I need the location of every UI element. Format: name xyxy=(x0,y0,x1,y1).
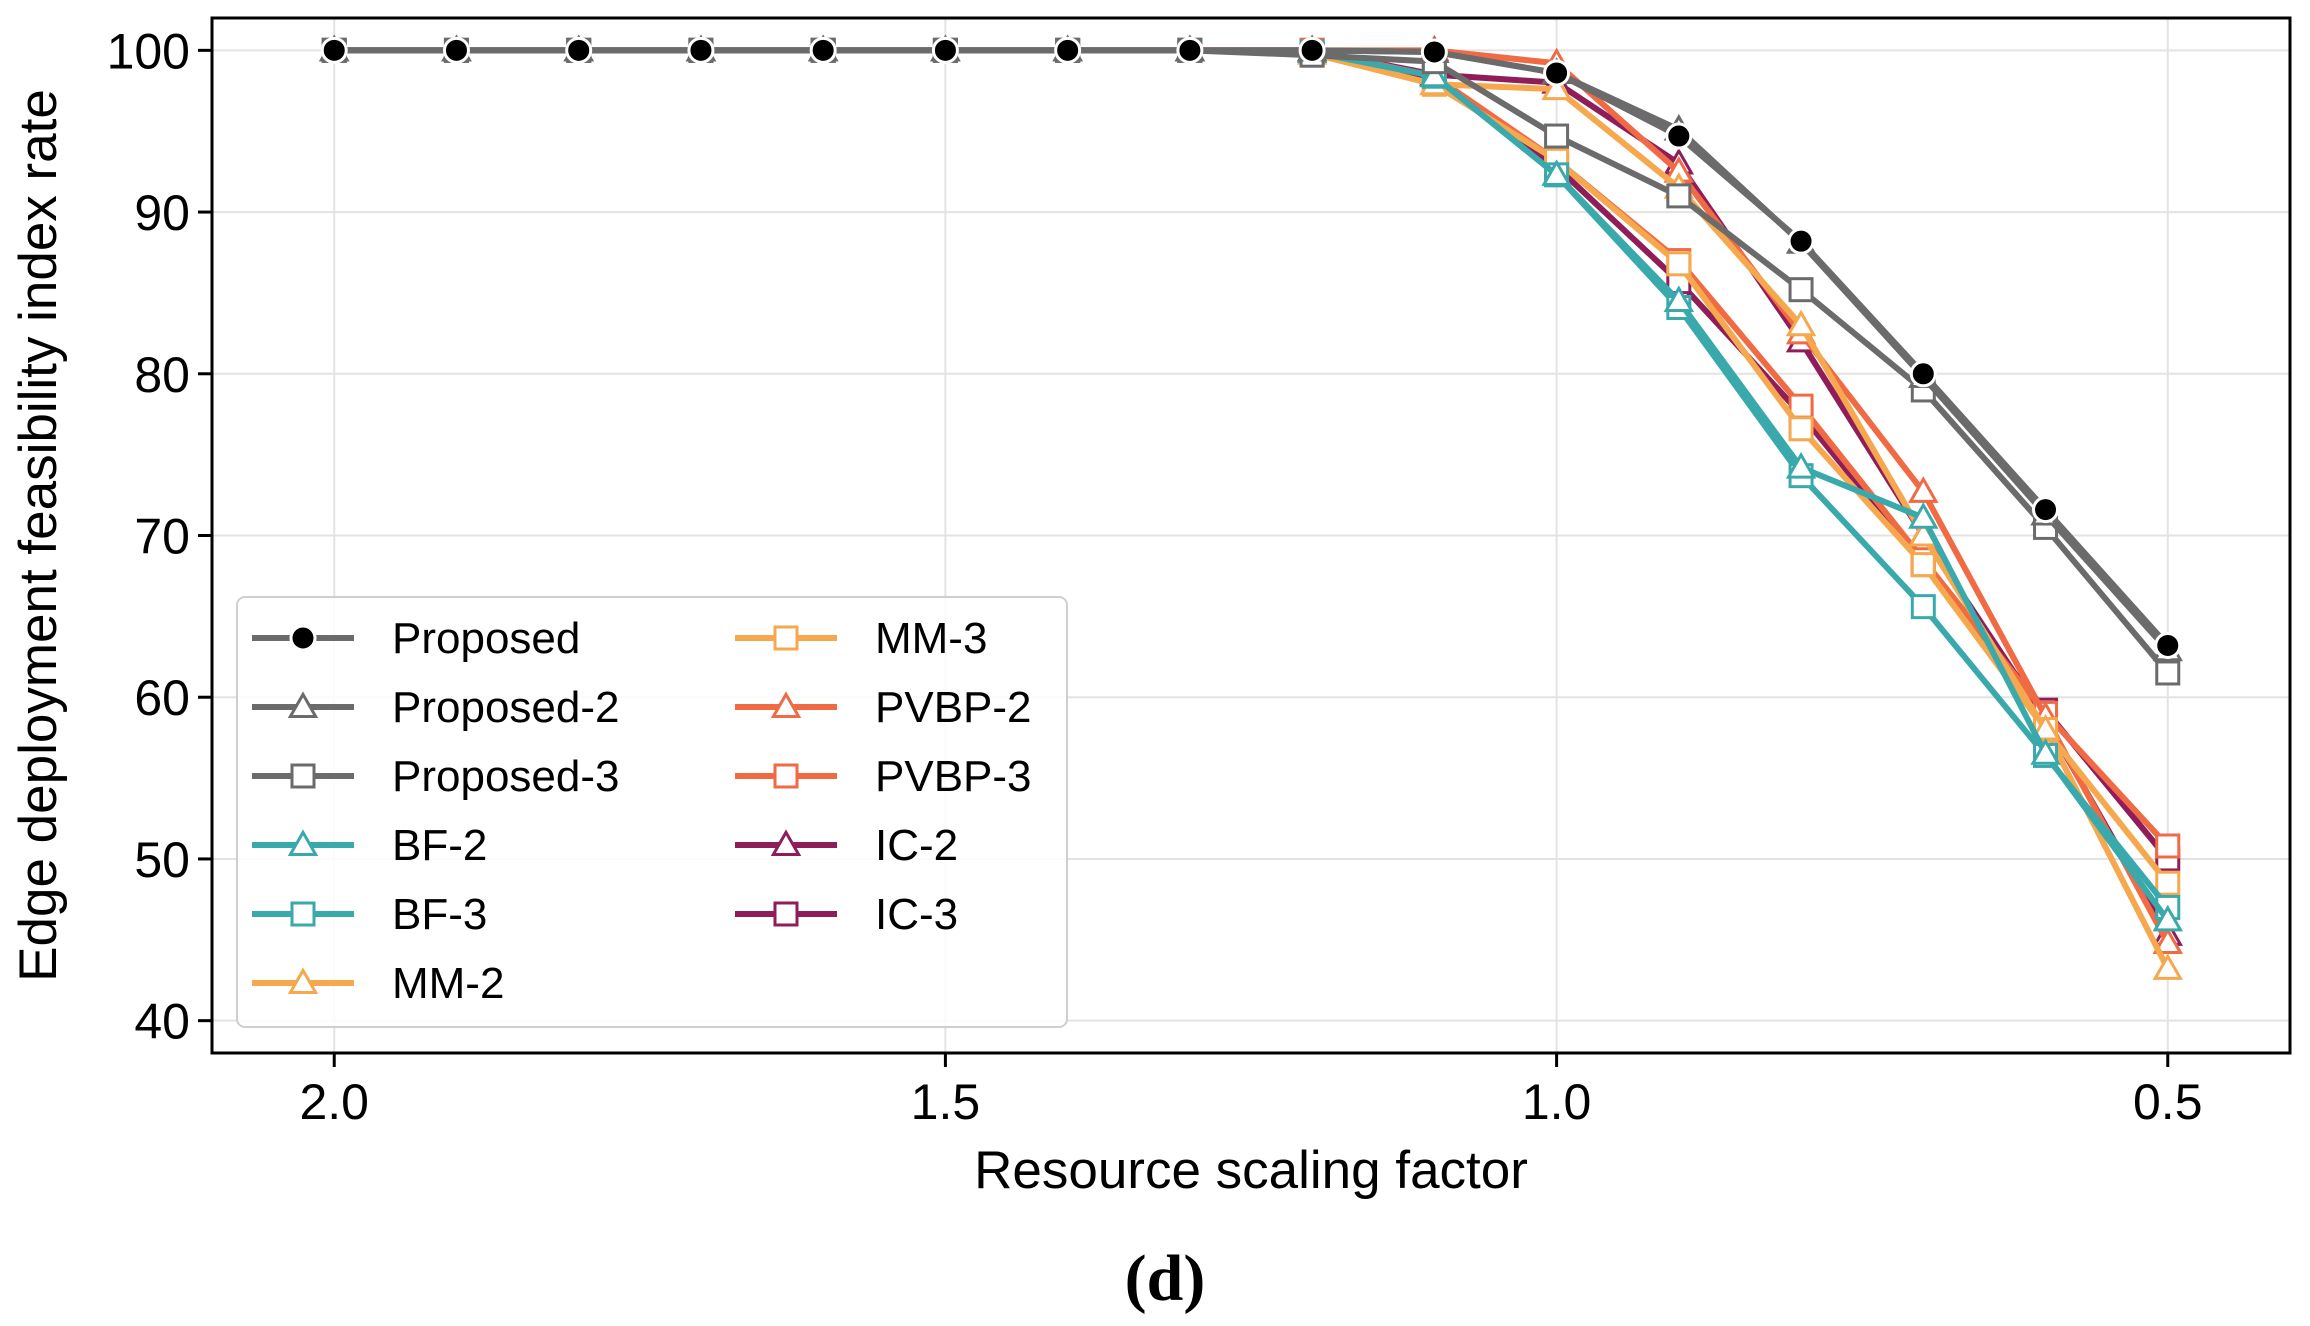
data-point-mm-2 xyxy=(1785,309,1817,337)
data-point-proposed xyxy=(2032,496,2060,524)
data-point-proposed-3 xyxy=(1788,277,1814,303)
series-proposed-3 xyxy=(321,37,2181,686)
data-point-bf-2 xyxy=(2152,904,2183,932)
legend-entry-bf-2: BF-2 xyxy=(252,821,487,870)
legend-box xyxy=(236,596,1068,1028)
data-point-bf-2 xyxy=(2030,738,2061,765)
data-point-proposed xyxy=(1176,36,1204,64)
legend-marker xyxy=(287,829,319,856)
x-tick-label: 1.5 xyxy=(911,1074,981,1130)
legend-marker xyxy=(770,829,802,856)
legend-label: MM-3 xyxy=(875,614,987,663)
data-point-proposed-3 xyxy=(1544,123,1570,149)
legend-marker xyxy=(287,967,319,994)
data-point-proposed xyxy=(2154,631,2182,659)
legend-entry-bf-3: BF-3 xyxy=(252,890,487,939)
data-point-bf-2 xyxy=(1419,60,1450,88)
data-point-mm-3 xyxy=(1788,416,1814,442)
y-tick-label: 90 xyxy=(134,185,190,241)
legend-label: BF-2 xyxy=(392,821,487,870)
legend-label: Proposed-2 xyxy=(392,683,619,732)
data-point-mm-3 xyxy=(1910,552,1936,578)
series-proposed xyxy=(320,36,2182,659)
data-point-proposed xyxy=(1543,59,1571,87)
data-point-bf-2 xyxy=(1541,159,1572,186)
legend-marker xyxy=(773,901,799,927)
data-point-proposed xyxy=(1909,360,1937,388)
legend-marker xyxy=(773,763,799,789)
data-point-proposed xyxy=(687,36,715,64)
legend-marker xyxy=(290,763,316,789)
data-point-proposed xyxy=(320,36,348,64)
y-tick-label: 40 xyxy=(134,994,190,1050)
legend-marker xyxy=(290,901,316,927)
data-point-bf-2 xyxy=(1663,285,1695,312)
legend-label: BF-3 xyxy=(392,890,487,939)
data-point-bf-2 xyxy=(1908,502,1939,529)
legend-entry-pvbp-3: PVBP-3 xyxy=(735,752,1032,801)
y-tick-label: 80 xyxy=(134,347,190,403)
legend-entry-mm-2: MM-2 xyxy=(252,959,504,1008)
data-point-pvbp-2 xyxy=(2152,927,2183,955)
data-point-bf-3 xyxy=(1910,594,1936,620)
y-tick-label: 70 xyxy=(134,509,190,565)
data-point-mm-2 xyxy=(2152,953,2183,980)
legend-marker xyxy=(287,691,319,718)
legend-label: PVBP-3 xyxy=(875,752,1032,801)
series-line-proposed xyxy=(331,47,2171,649)
legend-entry-proposed: Proposed xyxy=(252,614,580,663)
data-point-proposed xyxy=(442,36,470,64)
data-point-mm-3 xyxy=(2155,870,2181,896)
data-point-pvbp-2 xyxy=(1908,476,1939,503)
data-point-proposed-3 xyxy=(1666,183,1692,209)
figure-caption: (d) xyxy=(1125,1242,1206,1315)
legend-label: IC-3 xyxy=(875,890,958,939)
legend-label: PVBP-2 xyxy=(875,683,1032,732)
series-line-proposed-2 xyxy=(331,47,2171,654)
legend-entry-pvbp-2: PVBP-2 xyxy=(735,683,1032,732)
legend-label: Proposed-3 xyxy=(392,752,619,801)
data-point-proposed-3 xyxy=(2155,660,2181,686)
data-point-proposed xyxy=(1665,122,1693,150)
x-tick-label: 0.5 xyxy=(2133,1074,2203,1130)
data-point-proposed xyxy=(565,36,593,64)
data-point-proposed xyxy=(809,36,837,64)
legend-label: MM-2 xyxy=(392,959,504,1008)
data-point-pvbp-3 xyxy=(2155,833,2181,859)
legend-marker xyxy=(770,691,802,718)
x-axis-label: Resource scaling factor xyxy=(974,1141,1528,1200)
legend-entry-proposed-3: Proposed-3 xyxy=(252,752,619,801)
x-tick-label: 1.0 xyxy=(1522,1074,1592,1130)
x-tick-label: 2.0 xyxy=(299,1074,369,1130)
legend-entry-mm-3: MM-3 xyxy=(735,614,987,663)
data-point-proposed xyxy=(1298,36,1326,64)
data-point-proposed xyxy=(1420,38,1448,66)
data-point-mm-3 xyxy=(1666,251,1692,277)
y-tick-label: 100 xyxy=(107,23,190,79)
legend-marker xyxy=(289,624,317,652)
legend-label: IC-2 xyxy=(875,821,958,870)
data-point-mm-2 xyxy=(1541,73,1572,101)
legend: Proposed Proposed-2 Proposed-3 BF-2 BF-3 MM-2… xyxy=(236,596,1068,1028)
ticks: 2.0 1.5 1.0 0.5 40 50 60 70 80 90 100 xyxy=(107,23,2203,1130)
series-layer xyxy=(319,34,2183,980)
data-point-proposed xyxy=(931,36,959,64)
data-point-proposed xyxy=(1054,36,1082,64)
legend-entry-ic-2: IC-2 xyxy=(735,821,958,870)
y-tick-label: 50 xyxy=(134,832,190,888)
data-point-proposed xyxy=(1787,227,1815,255)
y-tick-label: 60 xyxy=(134,670,190,726)
legend-entry-proposed-2: Proposed-2 xyxy=(252,683,619,732)
series-line-proposed-3 xyxy=(331,47,2171,676)
y-axis-label: Edge deployment feasibility index rate xyxy=(9,89,68,982)
legend-marker xyxy=(773,625,799,651)
legend-entry-ic-3: IC-3 xyxy=(735,890,958,939)
data-point-bf-2 xyxy=(1785,451,1817,479)
legend-label: Proposed xyxy=(392,614,580,663)
